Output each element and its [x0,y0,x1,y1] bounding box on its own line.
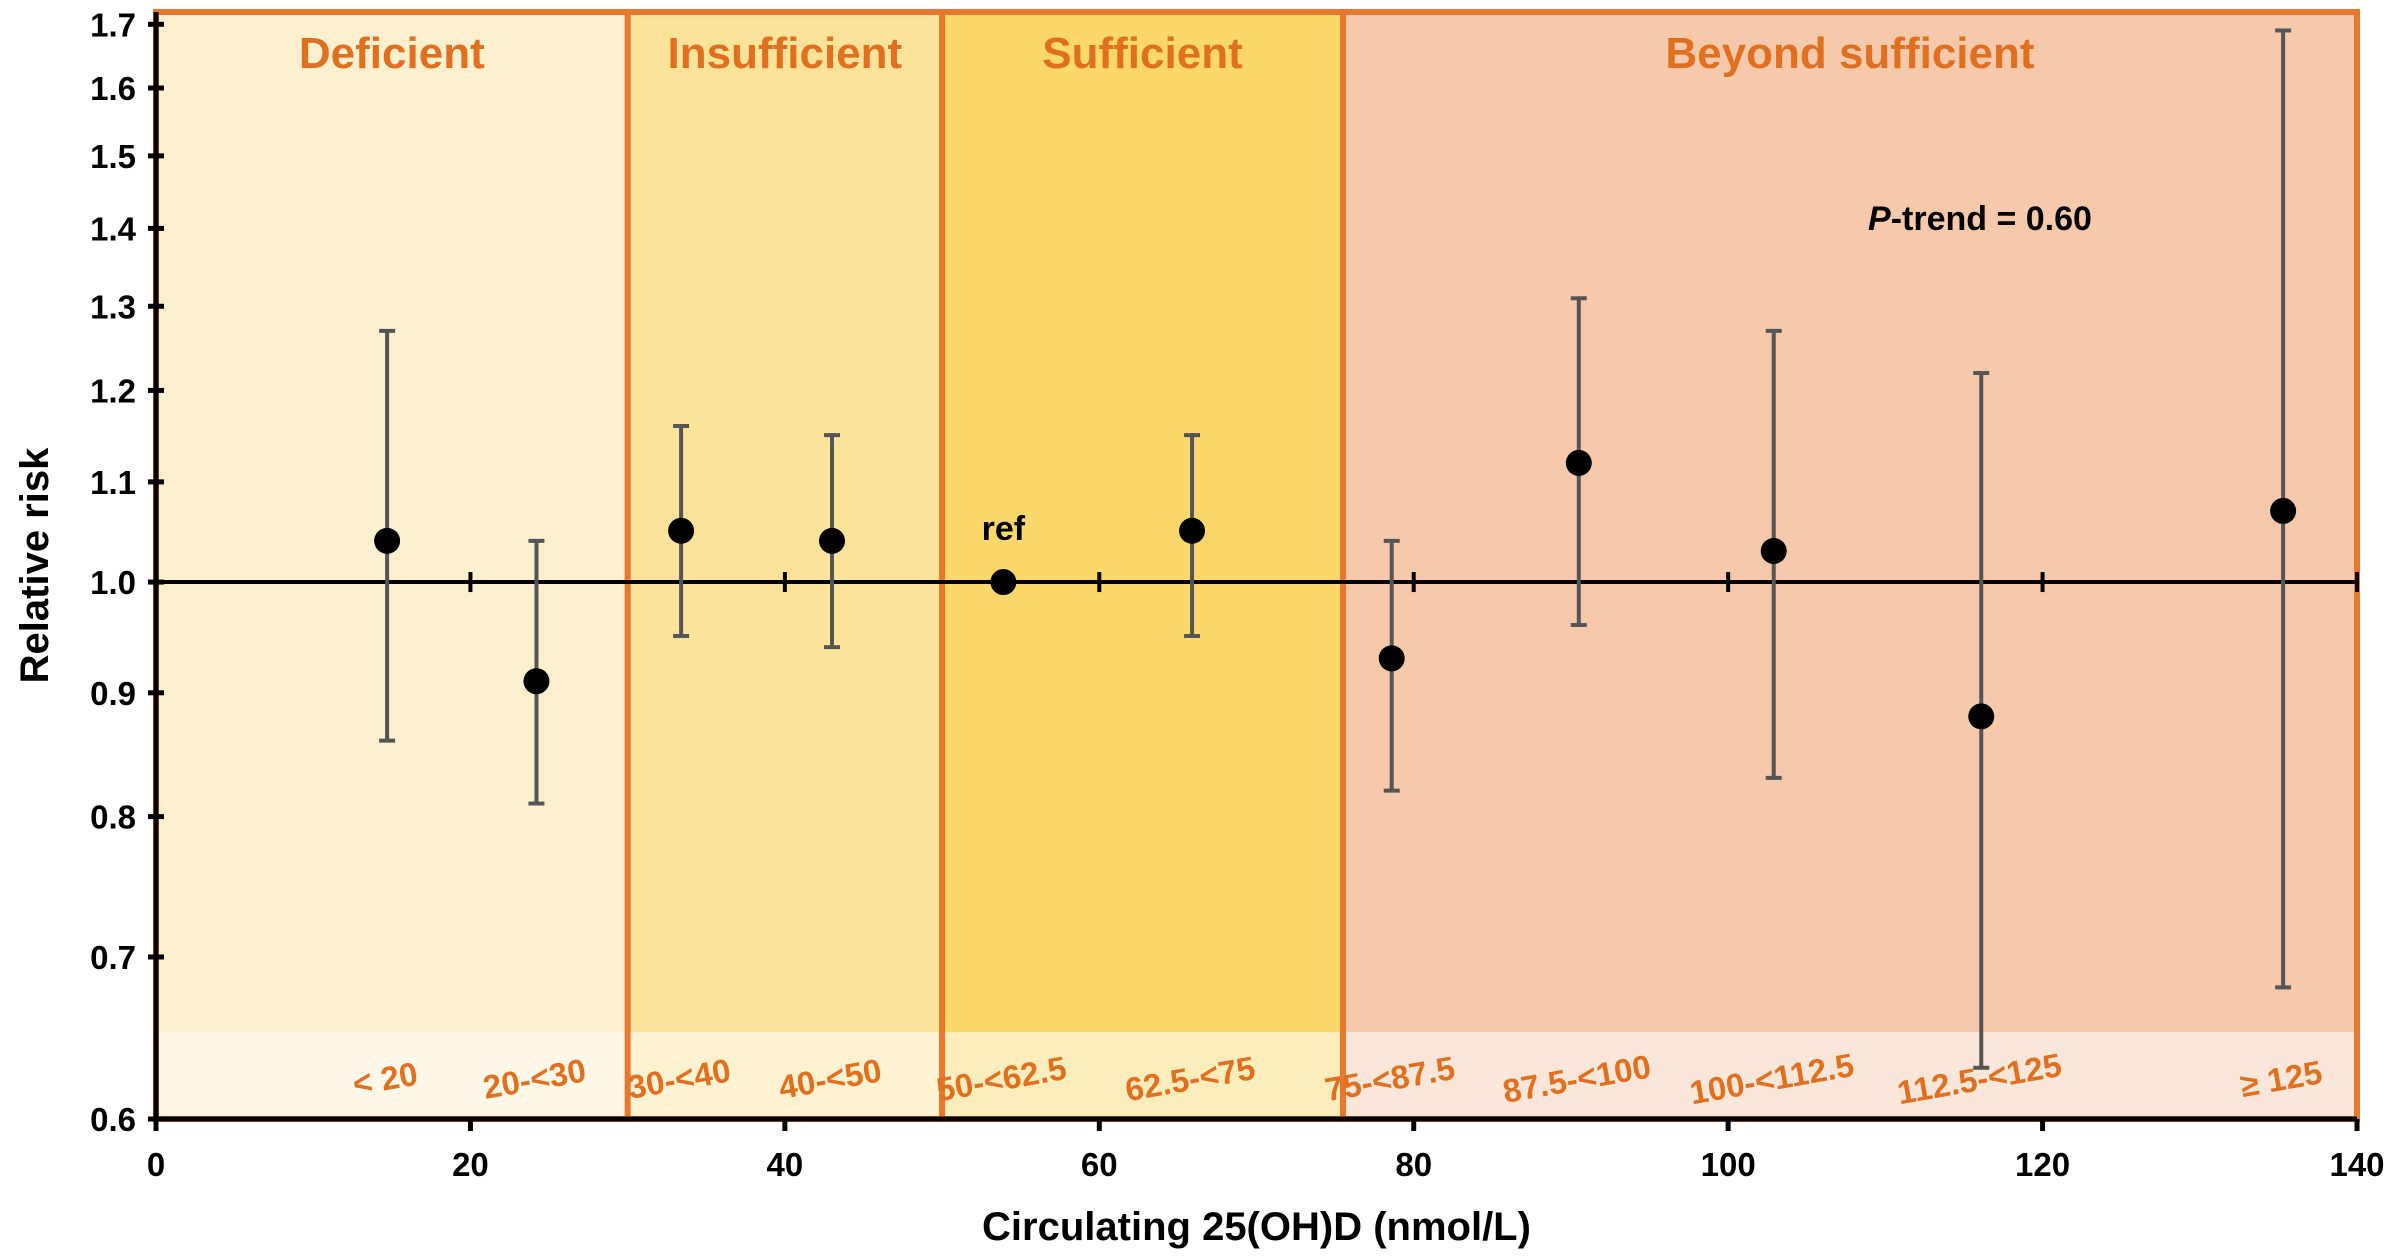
x-tick-label: 60 [1081,1146,1118,1183]
y-axis-title: Relative risk [13,447,57,683]
category-band [156,1032,2357,1119]
y-tick-label: 1.2 [90,372,136,409]
region-backgrounds [156,12,2357,1119]
x-tick-label: 100 [1701,1146,1756,1183]
data-points [374,449,2297,730]
x-tick-label: 120 [2015,1146,2070,1183]
axes: 0.6 0.7 0.8 0.9 1.0 1.1 1.2 1.3 1.4 1.5 1.6 1.7 0 20 4… [90,6,2384,1183]
y-tick-label: 0.9 [90,675,136,712]
y-tick-label: 1.6 [90,70,136,107]
x-tick-label: 40 [766,1146,803,1183]
region-1-background [156,12,628,1119]
data-point-9 [1760,537,1787,564]
data-point-4 [819,527,846,554]
y-tick-label: 1.3 [90,288,136,325]
data-point-1 [374,527,401,554]
x-tick-label: 80 [1395,1146,1432,1183]
x-tick-label: 140 [2329,1146,2384,1183]
y-tick-label: 1.1 [90,464,136,501]
region-label-2: Insufficient [668,29,903,78]
data-point-5 [990,569,1017,596]
data-point-3 [668,517,695,544]
data-point-11 [2270,497,2297,524]
y-tick-label: 0.8 [90,799,136,836]
region-2-background [627,12,943,1119]
y-tick-label: 1.4 [90,210,137,247]
p-trend-value: -trend = 0.60 [1891,200,2092,238]
category-label-band [156,1032,2357,1119]
y-tick-label: 0.7 [90,939,136,976]
data-point-6 [1179,517,1206,544]
y-tick-label: 1.0 [90,564,136,601]
y-tick-label: 1.7 [90,6,136,43]
region-label-3: Sufficient [1042,29,1243,78]
data-point-7 [1378,645,1405,672]
p-trend-italic: P [1868,200,1891,238]
x-tick-label: 0 [147,1146,165,1183]
reference-line-group [156,572,2359,593]
data-point-10 [1968,703,1995,730]
y-tick-label: 1.5 [90,138,136,175]
ref-label: ref [982,510,1026,548]
region-label-1: Deficient [299,29,485,78]
x-axis-title: Circulating 25(OH)D (nmol/L) [982,1205,1531,1249]
region-4-background [1342,12,2357,1119]
region-label-4: Beyond sufficient [1665,29,2034,78]
x-tick-label: 20 [452,1146,489,1183]
y-tick-label: 0.6 [90,1101,136,1138]
region-3-background [942,12,1343,1119]
data-point-8 [1565,449,1592,476]
p-trend-annotation: P-trend = 0.60 [1868,200,2092,238]
data-point-2 [523,668,550,695]
